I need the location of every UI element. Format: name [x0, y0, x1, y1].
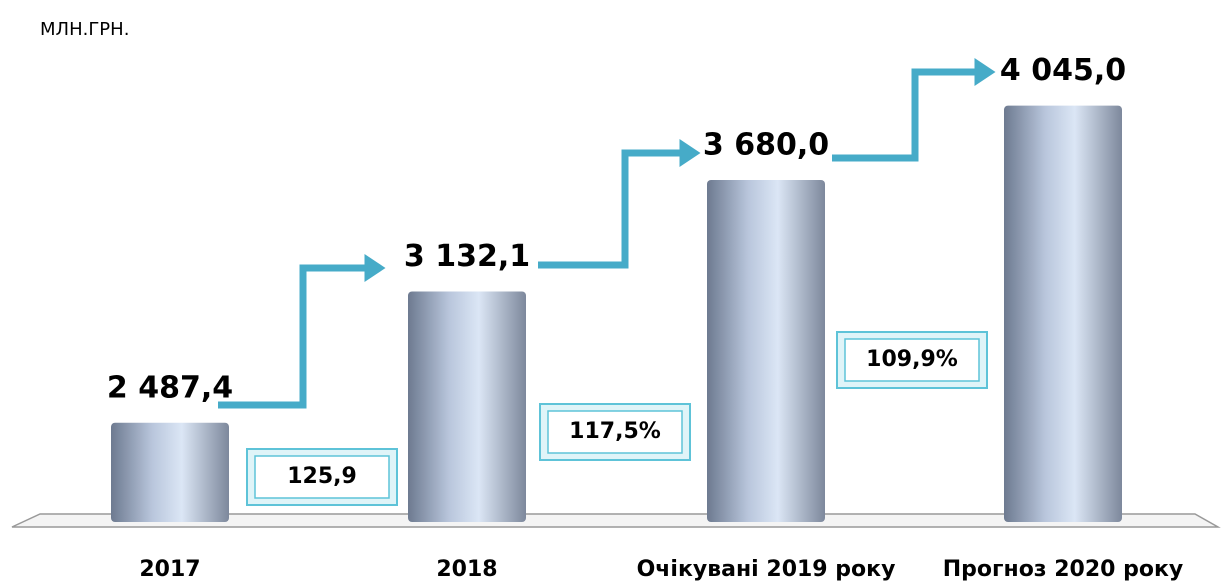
arrow [538, 139, 701, 269]
growth-box-inner [547, 410, 683, 454]
growth-box-inner [254, 455, 390, 499]
unit-label: МЛН.ГРН. [40, 19, 129, 40]
growth-label: 125,9 [287, 464, 357, 489]
x-tick-label: 2017 [139, 557, 200, 582]
arrow [832, 58, 996, 162]
growth-box-inner [844, 338, 980, 382]
growth-label: 109,9% [866, 347, 958, 372]
bar [408, 291, 526, 522]
growth-label: 117,5% [569, 419, 661, 444]
bar [707, 179, 825, 522]
value-label: 3 680,0 [703, 127, 829, 162]
value-label: 4 045,0 [1000, 53, 1126, 88]
bar [111, 422, 229, 522]
bar [1004, 105, 1122, 522]
x-tick-label: 2018 [436, 557, 497, 582]
value-label: 3 132,1 [404, 239, 530, 274]
arrow [218, 254, 386, 409]
value-label: 2 487,4 [107, 370, 233, 405]
x-tick-label: Прогноз 2020 року [943, 557, 1184, 582]
x-tick-label: Очікувані 2019 року [637, 557, 896, 582]
